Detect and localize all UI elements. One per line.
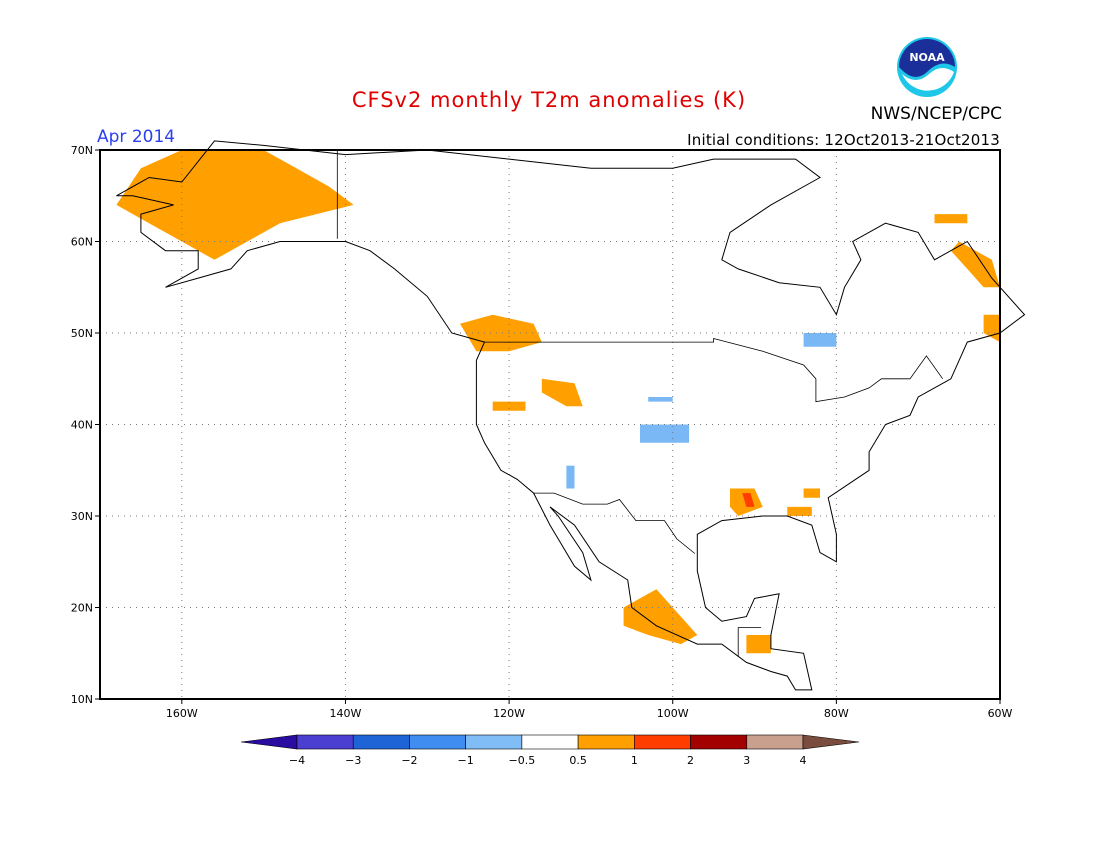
anomaly-region-nevada-warm: [492, 401, 526, 411]
anomaly-region-central-america-warm: [746, 635, 771, 654]
anomaly-region-alaska-warm: [116, 150, 354, 260]
coastline: [116, 140, 1026, 691]
lat-tick-label: 40N: [71, 419, 93, 432]
noaa-logo-icon: NOAA: [897, 37, 957, 97]
anomaly-region-newfoundland-warm: [983, 314, 1000, 343]
map-title: CFSv2 monthly T2m anomalies (K): [351, 88, 747, 112]
legend-label: −0.5: [509, 754, 536, 767]
anomaly-region-idaho-warm: [541, 378, 583, 407]
legend-label: 4: [800, 754, 807, 767]
agency-label: NWS/NCEP/CPC: [870, 104, 1002, 124]
legend-bin: [296, 734, 354, 750]
lon-tick-label: 80W: [824, 707, 849, 720]
legend-label: 1: [631, 754, 638, 767]
legend-bin: [352, 734, 410, 750]
anomaly-region-georgia-warm: [803, 488, 820, 498]
lon-tick-label: 100W: [657, 707, 689, 720]
anomaly-region-labrador-warm: [950, 241, 1000, 288]
lon-tick-label: 140W: [330, 707, 362, 720]
tick-labels: 160W 140W 120W 100W 80W 60W 10N 20N 30N 40N 50N 60N…: [71, 144, 1013, 720]
legend-bin: [577, 734, 635, 750]
anomaly-region-florida-warm: [787, 506, 812, 516]
lat-tick-label: 70N: [71, 144, 93, 157]
lon-tick-label: 160W: [166, 707, 198, 720]
coastline-layer: [116, 140, 1026, 691]
political-border: [533, 492, 696, 554]
legend-bin: [746, 734, 804, 750]
legend-bin: [465, 734, 523, 750]
graticule: [100, 150, 1000, 699]
legend-label: 0.5: [569, 754, 587, 767]
lon-tick-label: 120W: [493, 707, 525, 720]
color-legend: −4 −3 −2 −1 −0.5 0.5 1 2 3 4: [240, 734, 860, 767]
political-border: [737, 627, 762, 657]
anomaly-region-arizona-cool: [566, 465, 575, 489]
political-border: [484, 337, 944, 403]
lat-tick-label: 20N: [71, 602, 93, 615]
anomaly-layer: [116, 150, 1000, 654]
initial-conditions: Initial conditions: 12Oct2013-21Oct2013: [687, 131, 1000, 149]
anomaly-region-mississippi-hot: [742, 493, 755, 507]
lat-tick-label: 30N: [71, 510, 93, 523]
legend-bin: [409, 734, 466, 750]
legend-arrow-left: [240, 734, 298, 750]
legend-bin: [634, 734, 691, 750]
legend-label: −2: [401, 754, 417, 767]
legend-bin: [521, 734, 579, 750]
lat-tick-label: 50N: [71, 327, 93, 340]
anomaly-region-kansas-cool: [640, 424, 690, 443]
legend-label: −4: [289, 754, 305, 767]
forecast-period: Apr 2014: [97, 127, 176, 147]
lon-tick-label: 60W: [988, 707, 1013, 720]
legend-label: −1: [458, 754, 474, 767]
legend-arrow-right: [802, 734, 860, 750]
anomaly-region-ontario-cool: [803, 333, 837, 347]
anomaly-region-mexico-warm: [623, 589, 698, 645]
lat-tick-label: 60N: [71, 236, 93, 249]
legend-label: −3: [345, 754, 361, 767]
anomaly-region-baffin-warm: [934, 214, 968, 224]
lat-tick-label: 10N: [71, 693, 93, 706]
legend-bin: [690, 734, 748, 750]
legend-label: 2: [687, 754, 694, 767]
anomaly-region-nebraska-cool: [648, 397, 673, 402]
legend-label: 3: [743, 754, 750, 767]
noaa-logo-text: NOAA: [909, 51, 945, 64]
